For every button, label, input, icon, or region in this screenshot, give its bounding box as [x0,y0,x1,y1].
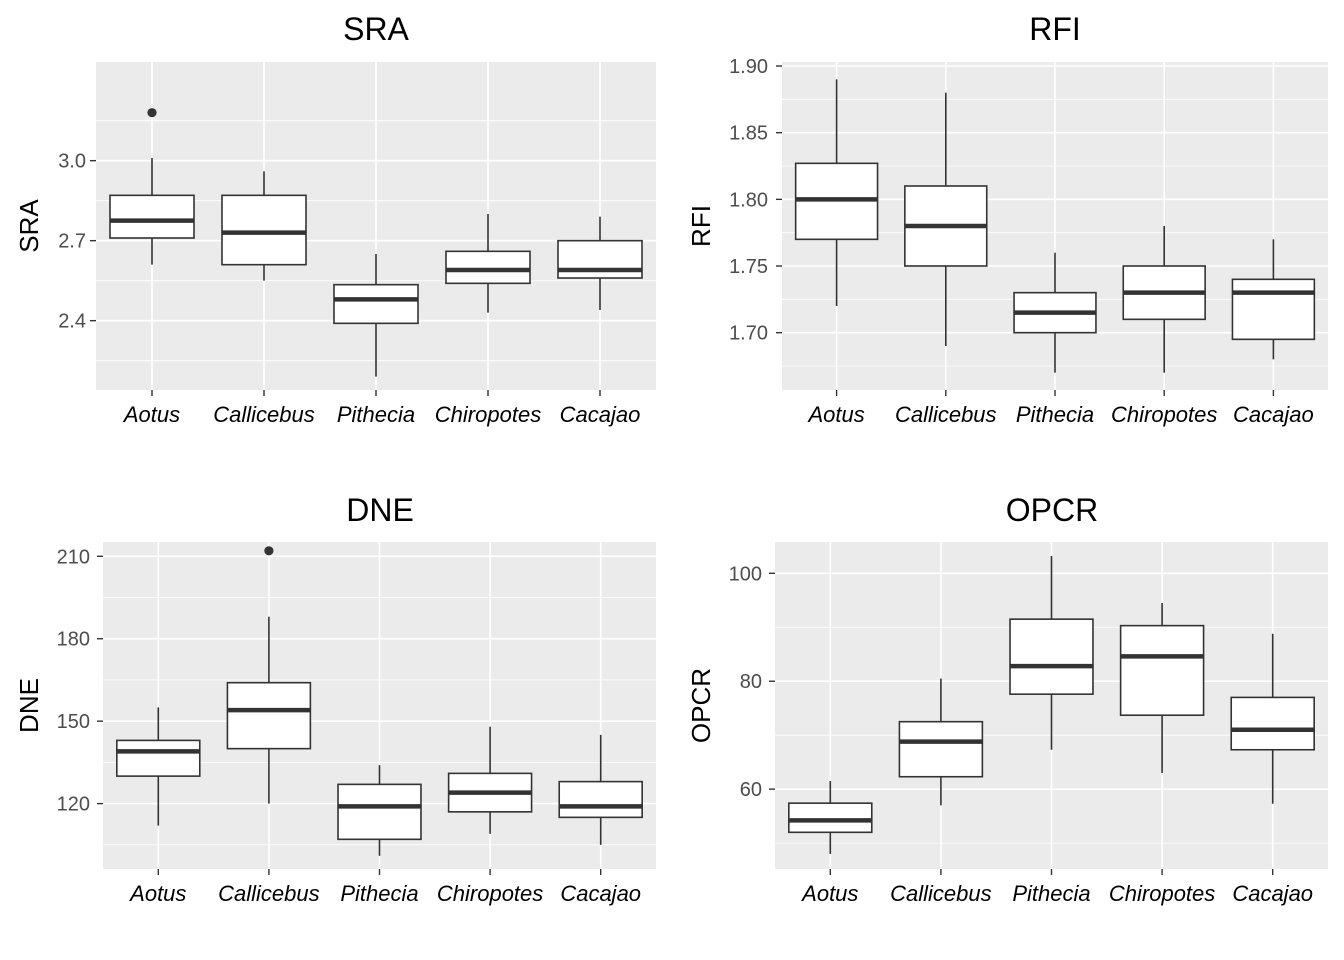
box-iqr [109,194,195,239]
box-aotus [788,781,873,854]
box-iqr [898,720,984,778]
box-pithecia [337,765,422,856]
x-tick-label: Aotus [122,402,180,427]
box-iqr [1009,618,1094,695]
box-iqr [788,802,873,834]
x-tick-label: Chiropotes [1109,881,1215,906]
box-cacajao [558,734,643,845]
panel-rfi: 1.70 1.75 1.80 1.85 1.90 Aotus Callicebus Pithe… [686,11,1328,427]
panel-opcr: 60 80 100 Aotus Callicebus Pithecia Chiropotes… [686,492,1328,906]
y-tick-label: 2.7 [58,231,86,253]
panel-sra: 2.4 2.7 3.0 Aotus Callicebus Pithecia Chiropot… [14,11,656,427]
box-iqr [1231,278,1316,341]
box-aotus [794,79,879,306]
box-chiropotes [1119,602,1205,773]
x-tick-label: Callicebus [213,402,315,427]
x-tick-label: Pithecia [340,881,418,906]
y-tick-label: 120 [57,794,90,816]
x-tick-label: Aotus [800,881,858,906]
x-tick-label: Callicebus [895,402,997,427]
x-tick-label: Pithecia [1012,881,1090,906]
x-tick-label: Pithecia [337,402,415,427]
x-tick-label: Callicebus [890,881,992,906]
panel-dne: 120 150 180 210 Aotus Callicebus Pithecia Chiro… [14,492,656,906]
box-chiropotes [1122,226,1206,373]
box-callicebus [898,678,984,806]
box-iqr [558,780,643,819]
y-tick-label: 100 [729,563,762,585]
chart-title: DNE [346,492,414,528]
box-aotus [109,108,195,265]
outlier-point [147,108,157,118]
y-tick-label: 2.4 [58,311,86,333]
y-tick-label: 150 [57,711,90,733]
box-iqr [445,250,531,285]
box-pithecia [333,254,419,377]
box-aotus [116,707,201,826]
box-cacajao [1231,239,1316,360]
box-chiropotes [445,214,531,313]
y-tick-label: 80 [740,671,762,693]
y-tick-label: 1.80 [729,189,768,211]
y-tick-label: 1.85 [729,123,768,145]
y-tick-label: 1.90 [729,56,768,78]
box-cacajao [557,216,643,310]
y-tick-label: 1.70 [729,323,768,345]
x-tick-label: Cacajao [560,402,641,427]
box-cacajao [1230,633,1315,804]
box-callicebus [226,546,312,804]
x-tick-label: Cacajao [1232,881,1313,906]
box-pithecia [1013,252,1097,373]
box-iqr [333,283,419,325]
box-callicebus [221,171,307,281]
box-iqr [1230,696,1315,751]
y-tick-label: 210 [57,546,90,568]
x-tick-label: Cacajao [560,881,641,906]
x-tick-label: Chiropotes [1111,402,1217,427]
y-tick-label: 60 [740,779,762,801]
y-tick-label: 180 [57,629,90,651]
x-tick-label: Chiropotes [437,881,543,906]
y-axis-label: DNE [14,678,44,733]
box-chiropotes [447,726,533,834]
outlier-point [264,546,274,556]
y-axis-label: RFI [686,205,716,247]
chart-title: OPCR [1006,492,1098,528]
box-iqr [337,783,422,841]
x-tick-label: Callicebus [218,881,320,906]
y-axis-label: OPCR [686,668,716,743]
box-pithecia [1009,556,1094,750]
x-tick-label: Aotus [128,881,186,906]
box-iqr [1119,624,1205,717]
y-tick-label: 3.0 [58,151,86,173]
x-tick-label: Cacajao [1233,402,1314,427]
chart-title: SRA [343,11,409,47]
box-iqr [226,681,312,750]
x-tick-label: Pithecia [1016,402,1094,427]
box-callicebus [904,92,988,346]
box-iqr [557,239,643,279]
y-axis-label: SRA [14,199,44,253]
x-tick-label: Aotus [806,402,864,427]
y-tick-label: 1.75 [729,256,768,278]
box-iqr [116,739,201,777]
box-iqr [221,194,307,266]
x-tick-label: Chiropotes [435,402,541,427]
chart-title: RFI [1029,11,1081,47]
